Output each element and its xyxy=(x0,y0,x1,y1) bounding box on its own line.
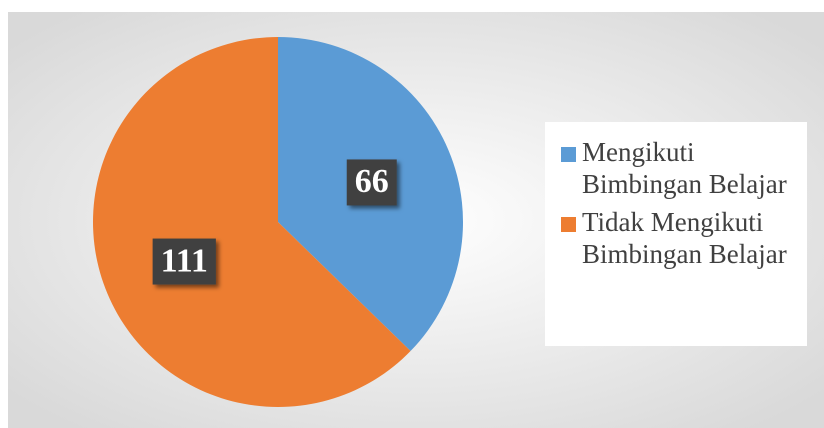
data-label-text: 111 xyxy=(161,242,208,279)
data-labels: 66 111 xyxy=(152,159,397,285)
legend-label: Mengikuti Bimbingan Belajar xyxy=(582,137,787,199)
legend-entry: Mengikuti Bimbingan Belajar xyxy=(561,136,807,200)
data-label-text: 66 xyxy=(355,163,389,200)
pie xyxy=(93,37,463,408)
data-label: 111 xyxy=(152,238,216,285)
data-label: 66 xyxy=(346,159,397,206)
data-label-box xyxy=(152,238,216,285)
pie-slice xyxy=(93,37,411,408)
legend-swatch xyxy=(561,217,576,232)
legend-swatch xyxy=(561,147,576,162)
legend-entry: Tidak Mengikuti Bimbingan Belajar xyxy=(561,206,807,270)
legend: Mengikuti Bimbingan Belajar Tidak Mengiku… xyxy=(545,122,807,346)
data-label-box xyxy=(346,159,397,206)
legend-label: Tidak Mengikuti Bimbingan Belajar xyxy=(582,207,787,269)
